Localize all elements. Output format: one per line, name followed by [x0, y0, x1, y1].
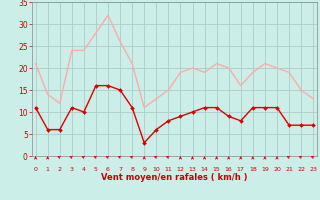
- X-axis label: Vent moyen/en rafales ( km/h ): Vent moyen/en rafales ( km/h ): [101, 174, 248, 182]
